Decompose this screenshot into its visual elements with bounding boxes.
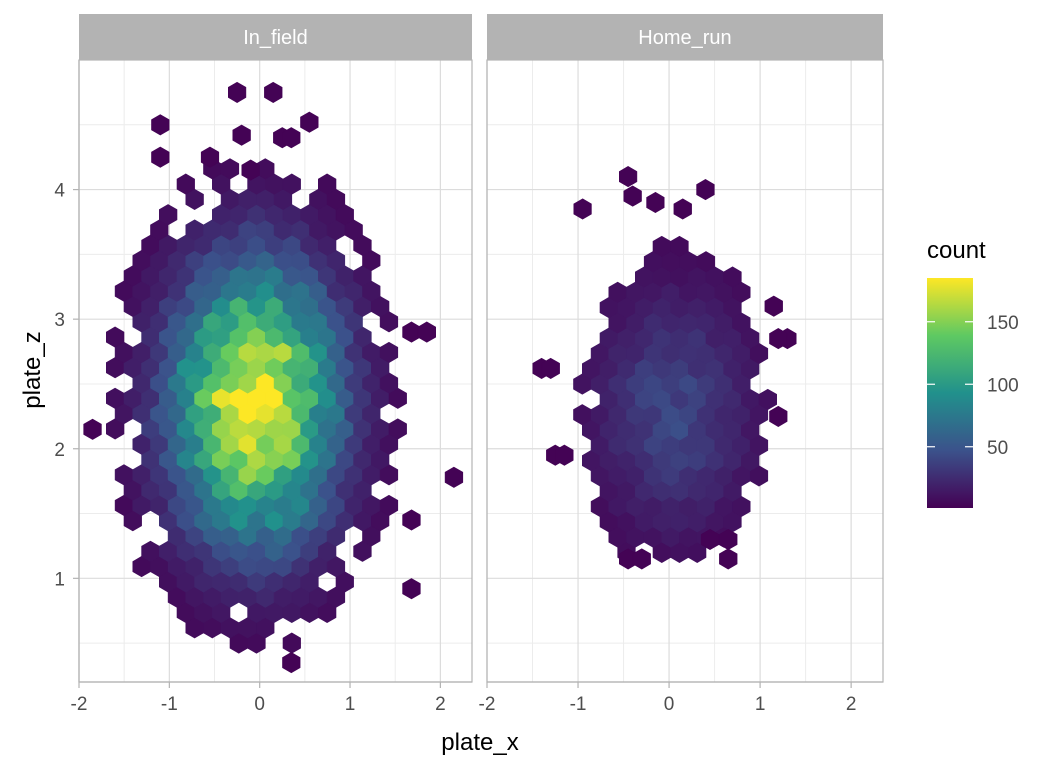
color-legend: count 50 100 150 <box>927 237 1019 508</box>
hex-bin <box>241 159 260 181</box>
hex-bin <box>402 509 421 531</box>
hex-bin <box>541 357 560 379</box>
x-tick-label: -1 <box>570 694 587 715</box>
hex-bin <box>719 548 738 570</box>
hex-bin <box>264 81 283 103</box>
hex-bin <box>159 204 178 226</box>
axis-layer: -2 -1 0 1 2 -2 -1 0 1 2 1 2 3 4 <box>54 60 883 715</box>
hex-bin <box>646 191 665 214</box>
hex-bin <box>228 81 247 103</box>
hex-bin <box>402 578 421 600</box>
hex-bin <box>555 444 574 466</box>
x-tick-label: 2 <box>435 694 446 715</box>
facet-panel-1: Home_run <box>486 14 884 683</box>
x-tick-label: 0 <box>254 694 265 715</box>
facet-strip-label: In_field <box>243 27 308 49</box>
hex-bin <box>700 528 720 551</box>
hex-bin <box>83 418 102 440</box>
x-tick-label: 2 <box>846 694 857 715</box>
x-tick-label: 0 <box>664 694 675 715</box>
x-axis-title: plate_x <box>441 729 518 756</box>
y-axis: 1 2 3 4 <box>54 60 80 682</box>
hex-bin <box>696 179 715 201</box>
legend-tick-label: 50 <box>987 438 1008 459</box>
legend-colorbar <box>927 278 973 508</box>
x-tick-label: 1 <box>345 694 356 715</box>
hex-bin <box>106 326 125 348</box>
legend-tick-label: 100 <box>987 375 1019 396</box>
hex-bin <box>388 418 407 440</box>
legend-tick-label: 150 <box>987 313 1019 334</box>
hex-bin <box>573 198 592 220</box>
x-axis-0: -2 -1 0 1 2 <box>71 681 472 715</box>
hex-bin <box>417 321 437 343</box>
panels-layer: In_field Home_run <box>78 14 884 683</box>
y-tick-label: 3 <box>54 310 65 331</box>
hex-bin <box>317 173 337 195</box>
hex-bin <box>220 158 240 180</box>
x-tick-label: 1 <box>755 694 766 715</box>
y-tick-label: 1 <box>54 569 65 590</box>
hex-bin <box>769 328 788 350</box>
hex-bin <box>719 528 738 551</box>
y-tick-label: 4 <box>54 181 65 202</box>
x-tick-label: -1 <box>161 694 178 715</box>
hex-bin <box>769 405 788 427</box>
hex-bin <box>758 388 778 410</box>
hex-bin <box>176 173 195 195</box>
hex-bin <box>444 466 464 488</box>
hex-bin <box>151 146 170 168</box>
hex-bin <box>379 341 399 363</box>
hex-bin <box>282 652 301 674</box>
hex-bins <box>532 166 797 570</box>
hex-bin <box>200 146 220 168</box>
legend-title: count <box>927 237 986 264</box>
hex-bin <box>673 198 692 220</box>
hex-bin <box>670 235 689 257</box>
hex-bin <box>282 632 301 654</box>
x-tick-label: -2 <box>71 694 88 715</box>
x-tick-label: -2 <box>479 694 496 715</box>
hex-bin <box>723 266 742 288</box>
y-axis-title: plate_z <box>19 331 46 408</box>
hex-bins <box>83 81 464 674</box>
facet-strip-label: Home_run <box>638 27 731 49</box>
hex-bin <box>632 548 651 570</box>
hex-bin <box>618 166 638 188</box>
hex-bin <box>764 295 783 317</box>
hex-bin <box>282 127 301 149</box>
facet-panel-0: In_field <box>78 14 473 683</box>
hex-bin <box>696 251 716 273</box>
hex-bin <box>232 124 251 146</box>
x-axis-1: -2 -1 0 1 2 <box>479 681 883 715</box>
facet-strip <box>79 14 472 60</box>
hex-bin <box>300 111 319 133</box>
y-tick-label: 2 <box>54 440 65 461</box>
hex-bin <box>379 494 399 516</box>
hex-bin <box>402 321 421 343</box>
hex-bin <box>151 114 170 136</box>
legend-ticks: 50 100 150 <box>927 313 1019 459</box>
hex-bin <box>623 185 642 207</box>
hex-bin <box>282 173 301 195</box>
facet-strip <box>487 14 883 60</box>
